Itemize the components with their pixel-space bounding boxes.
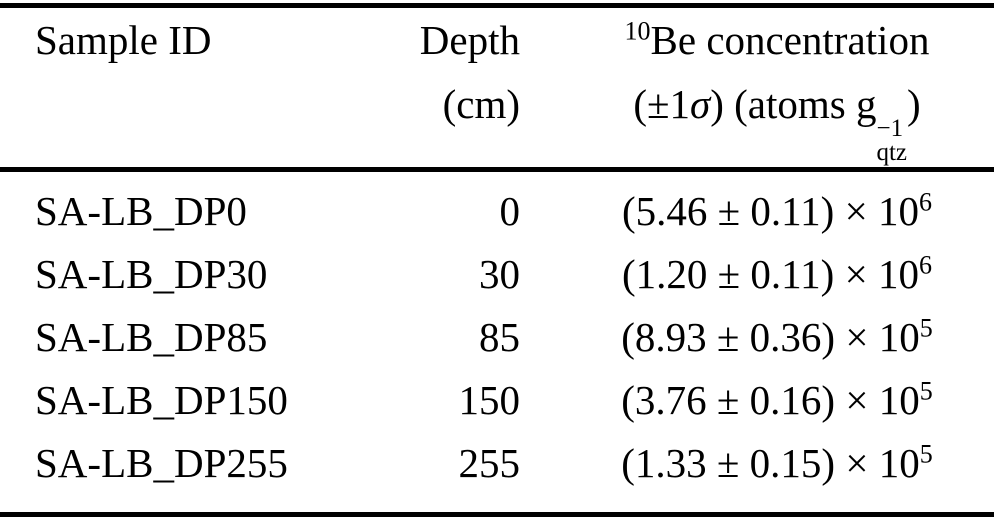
depth-cell: 30 xyxy=(479,251,520,297)
concentration-value: (8.93 ± 0.36) × 10 xyxy=(621,314,920,360)
table-body: SA-LB_DP0 0 (5.46 ± 0.11) × 106 SA-LB_DP… xyxy=(0,167,994,495)
sample-id-cell: SA-LB_DP85 xyxy=(35,314,268,360)
exponent-superscript: 5 xyxy=(919,313,933,343)
depth-cell: 150 xyxy=(458,377,521,423)
table-row: SA-LB_DP30 30 (1.20 ± 0.11) × 106 xyxy=(0,243,994,306)
bottom-rule xyxy=(0,512,994,517)
header-depth: Depth (cm) xyxy=(350,8,520,167)
unit-exponent: −1 xyxy=(876,115,904,142)
concentration-value: (3.76 ± 0.16) × 10 xyxy=(621,377,920,423)
exponent-superscript: 5 xyxy=(919,439,933,469)
sample-id-cell: SA-LB_DP150 xyxy=(35,377,288,423)
gram-qtz-stack: −1 qtz xyxy=(876,115,908,166)
table-row: SA-LB_DP85 85 (8.93 ± 0.36) × 105 xyxy=(0,306,994,369)
concentration-cell: (5.46 ± 0.11) × 106 xyxy=(520,167,994,243)
isotope-mass-superscript: 10 xyxy=(624,16,651,46)
concentration-value: (1.20 ± 0.11) × 10 xyxy=(622,251,919,297)
table-header: Sample ID Depth (cm) 10Be concentration … xyxy=(0,8,994,167)
header-sample-id-label: Sample ID xyxy=(35,17,212,63)
concentration-value: (1.33 ± 0.15) × 10 xyxy=(621,440,920,486)
table-row: SA-LB_DP150 150 (3.76 ± 0.16) × 105 xyxy=(0,369,994,432)
header-concentration: 10Be concentration (±1σ) (atoms g −1 qtz) xyxy=(520,8,994,167)
unit-post: ) xyxy=(907,81,921,127)
middle-rule xyxy=(0,167,994,172)
depth-cell: 255 xyxy=(458,440,521,486)
table-row: SA-LB_DP255 255 (1.33 ± 0.15) × 105 xyxy=(0,432,994,495)
sample-id-cell: SA-LB_DP255 xyxy=(35,440,288,486)
sample-id-cell: SA-LB_DP0 xyxy=(35,188,247,234)
be-concentration-table: Sample ID Depth (cm) 10Be concentration … xyxy=(0,8,994,495)
concentration-cell: (3.76 ± 0.16) × 105 xyxy=(520,369,994,432)
unit-mid: ) (atoms g xyxy=(710,81,877,127)
header-sample-id: Sample ID xyxy=(0,8,350,167)
header-row: Sample ID Depth (cm) 10Be concentration … xyxy=(0,8,994,167)
concentration-cell: (1.20 ± 0.11) × 106 xyxy=(520,243,994,306)
unit-pre: (±1 xyxy=(633,81,690,127)
exponent-superscript: 5 xyxy=(919,376,933,406)
header-depth-label: Depth xyxy=(419,17,520,63)
exponent-superscript: 6 xyxy=(918,187,932,217)
table-row: SA-LB_DP0 0 (5.46 ± 0.11) × 106 xyxy=(0,167,994,243)
unit-subscript-qtz: qtz xyxy=(876,139,908,166)
top-rule xyxy=(0,3,994,8)
sigma-symbol: σ xyxy=(689,81,711,127)
header-concentration-label: 10Be concentration xyxy=(560,8,994,72)
depth-cell: 0 xyxy=(499,188,521,234)
exponent-superscript: 6 xyxy=(918,250,932,280)
concentration-label-text: Be concentration xyxy=(650,17,930,63)
depth-cell: 85 xyxy=(479,314,520,360)
header-concentration-unit: (±1σ) (atoms g −1 qtz) xyxy=(560,72,994,165)
header-depth-unit: (cm) xyxy=(442,81,520,127)
concentration-value: (5.46 ± 0.11) × 10 xyxy=(622,188,919,234)
concentration-cell: (8.93 ± 0.36) × 105 xyxy=(520,306,994,369)
sample-id-cell: SA-LB_DP30 xyxy=(35,251,268,297)
concentration-cell: (1.33 ± 0.15) × 105 xyxy=(520,432,994,495)
